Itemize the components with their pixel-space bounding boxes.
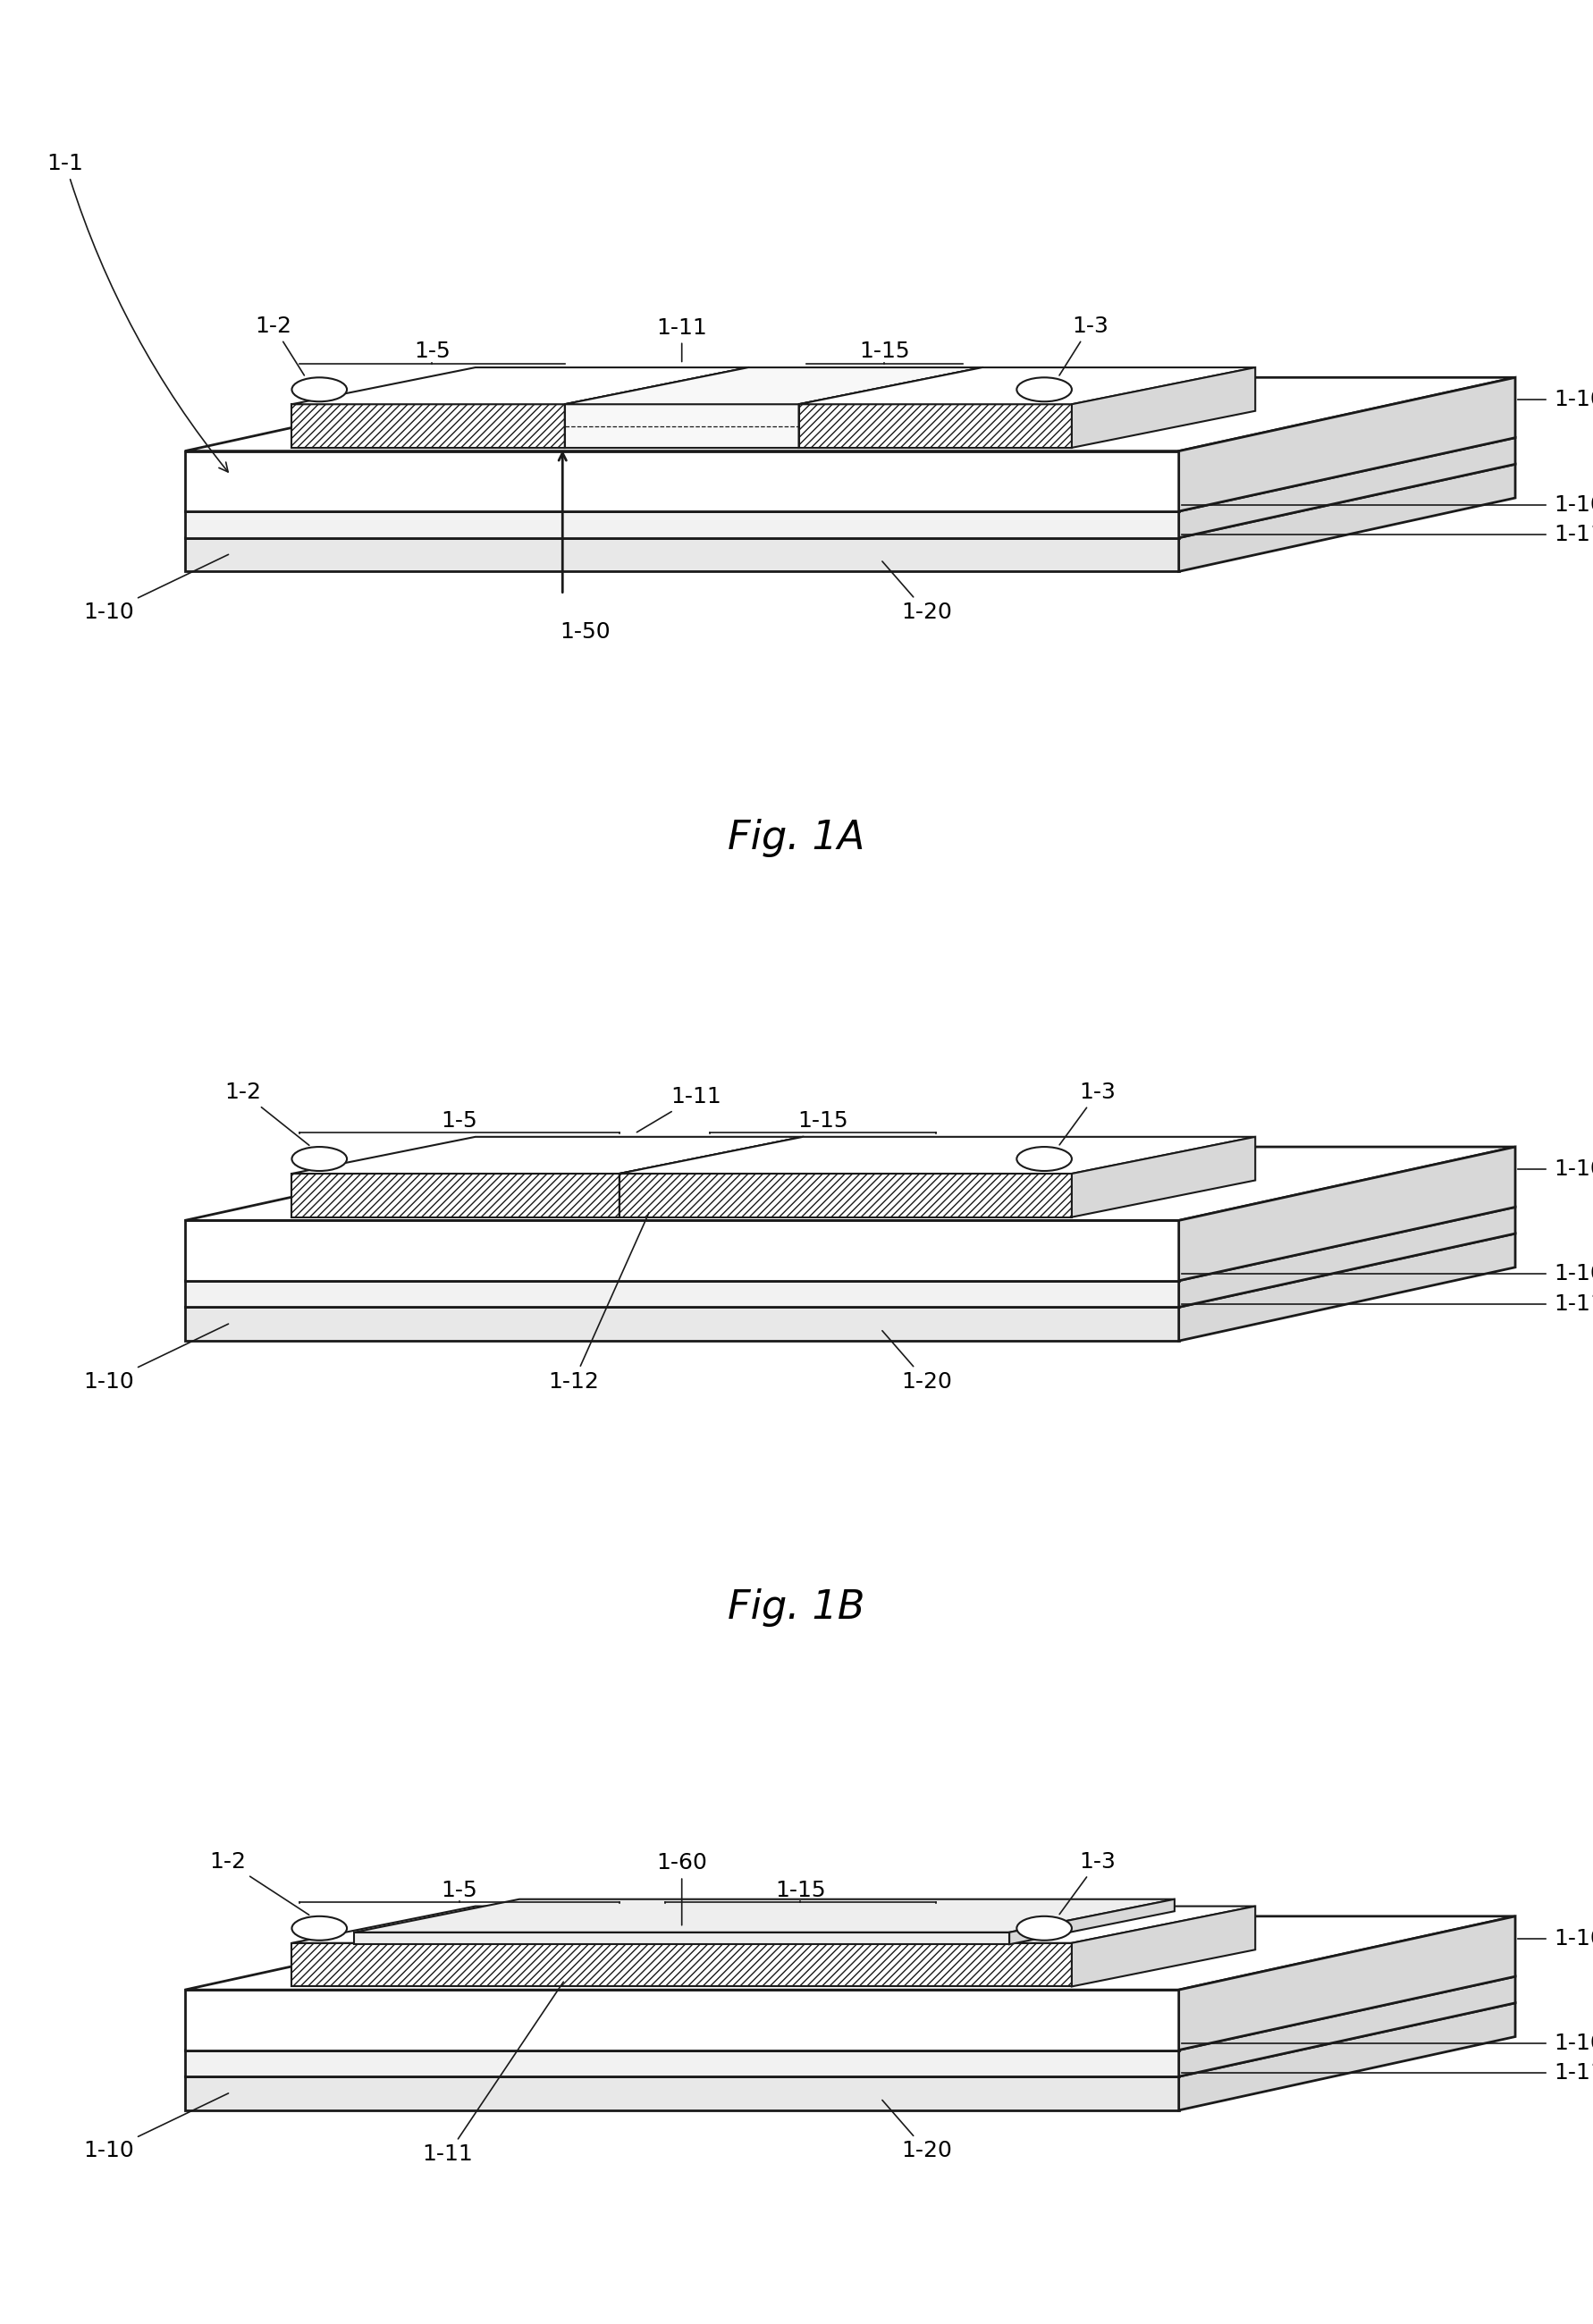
Polygon shape [185, 465, 1515, 537]
Polygon shape [185, 1975, 1515, 2050]
Polygon shape [620, 1174, 1072, 1218]
Polygon shape [1179, 1917, 1515, 2050]
Polygon shape [798, 367, 983, 449]
Polygon shape [798, 404, 1072, 449]
Text: 1-10: 1-10 [83, 1325, 228, 1392]
Text: 1-1: 1-1 [48, 153, 228, 472]
Polygon shape [292, 1906, 1255, 1943]
Polygon shape [185, 1917, 1515, 1989]
Text: 1-2: 1-2 [209, 1852, 309, 1915]
Text: 1-10: 1-10 [83, 2094, 228, 2161]
Polygon shape [1179, 1975, 1515, 2078]
Polygon shape [292, 367, 749, 404]
Text: 1-100: 1-100 [1553, 1157, 1593, 1181]
Text: 1-15: 1-15 [859, 342, 910, 363]
Polygon shape [185, 2003, 1515, 2078]
Polygon shape [1072, 367, 1255, 449]
Text: 1-15: 1-15 [776, 1880, 825, 1901]
Polygon shape [1179, 1206, 1515, 1306]
Polygon shape [292, 404, 566, 449]
Polygon shape [1179, 2003, 1515, 2110]
Polygon shape [1179, 437, 1515, 537]
Polygon shape [185, 1306, 1179, 1341]
Polygon shape [1072, 1136, 1255, 1218]
Polygon shape [566, 404, 798, 449]
Polygon shape [1179, 1146, 1515, 1281]
Text: 1-11: 1-11 [637, 1085, 722, 1132]
Text: 1-5: 1-5 [441, 1880, 478, 1901]
Polygon shape [798, 367, 1255, 404]
Circle shape [1016, 376, 1072, 402]
Text: 1-105: 1-105 [1553, 2034, 1593, 2054]
Text: 1-3: 1-3 [1059, 1081, 1117, 1146]
Polygon shape [185, 2050, 1179, 2078]
Polygon shape [354, 1931, 1010, 1945]
Text: 1-20: 1-20 [883, 1332, 953, 1392]
Polygon shape [185, 1281, 1179, 1306]
Text: 1-110: 1-110 [1553, 1292, 1593, 1315]
Polygon shape [292, 1174, 620, 1218]
Polygon shape [1179, 1234, 1515, 1341]
Polygon shape [620, 1136, 1255, 1174]
Text: 1-3: 1-3 [1059, 316, 1109, 376]
Polygon shape [185, 2078, 1179, 2110]
Text: 1-11: 1-11 [422, 1982, 564, 2166]
Polygon shape [1179, 465, 1515, 572]
Polygon shape [1179, 376, 1515, 511]
Text: 1-20: 1-20 [883, 562, 953, 623]
Polygon shape [1010, 1899, 1174, 1945]
Polygon shape [185, 451, 1179, 511]
Text: 1-60: 1-60 [656, 1852, 707, 1924]
Text: 1-3: 1-3 [1059, 1852, 1117, 1915]
Text: 1-100: 1-100 [1553, 388, 1593, 411]
Polygon shape [1072, 1906, 1255, 1987]
Text: 1-110: 1-110 [1553, 523, 1593, 546]
Circle shape [292, 376, 347, 402]
Polygon shape [354, 1899, 1174, 1931]
Text: Fig. 1B: Fig. 1B [728, 1587, 865, 1627]
Text: 1-2: 1-2 [255, 316, 304, 376]
Polygon shape [185, 1146, 1515, 1220]
Polygon shape [185, 376, 1515, 451]
Polygon shape [185, 1220, 1179, 1281]
Text: 1-15: 1-15 [798, 1111, 849, 1132]
Text: 1-100: 1-100 [1553, 1927, 1593, 1950]
Polygon shape [566, 367, 983, 404]
Text: 1-2: 1-2 [225, 1081, 309, 1146]
Text: Fig. 1A: Fig. 1A [728, 818, 865, 858]
Polygon shape [566, 367, 749, 449]
Circle shape [292, 1917, 347, 1941]
Text: 1-20: 1-20 [883, 2101, 953, 2161]
Polygon shape [185, 1234, 1515, 1306]
Polygon shape [292, 1136, 803, 1174]
Polygon shape [185, 511, 1179, 537]
Polygon shape [185, 1206, 1515, 1281]
Text: 1-5: 1-5 [414, 342, 451, 363]
Text: 1-12: 1-12 [548, 1213, 648, 1392]
Circle shape [1016, 1917, 1072, 1941]
Circle shape [292, 1146, 347, 1171]
Polygon shape [292, 1943, 1072, 1987]
Text: 1-105: 1-105 [1553, 495, 1593, 516]
Polygon shape [185, 1989, 1179, 2050]
Circle shape [1016, 1146, 1072, 1171]
Polygon shape [185, 537, 1179, 572]
Text: 1-110: 1-110 [1553, 2061, 1593, 2085]
Polygon shape [620, 1136, 803, 1218]
Text: 1-105: 1-105 [1553, 1264, 1593, 1285]
Text: 1-50: 1-50 [561, 621, 610, 644]
Text: 1-5: 1-5 [441, 1111, 478, 1132]
Text: 1-10: 1-10 [83, 555, 228, 623]
Text: 1-11: 1-11 [656, 316, 707, 363]
Polygon shape [185, 437, 1515, 511]
